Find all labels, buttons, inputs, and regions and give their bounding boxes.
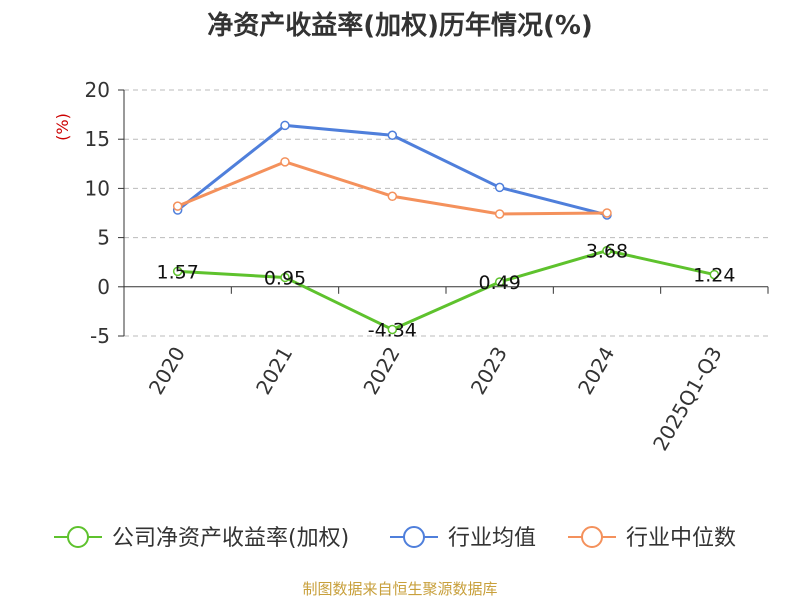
x-tick-label: 2023 bbox=[466, 342, 512, 398]
data-label: 1.24 bbox=[693, 265, 735, 287]
data-label: 1.57 bbox=[157, 261, 199, 283]
data-point bbox=[494, 209, 505, 219]
data-point bbox=[172, 266, 183, 277]
legend: 公司净资产收益率(加权) 行业均值 行业中位数 bbox=[54, 526, 736, 551]
series-line bbox=[177, 249, 715, 332]
legend-label: 行业均值 bbox=[448, 526, 536, 551]
axes bbox=[123, 90, 768, 336]
data-point bbox=[280, 120, 290, 131]
data-point bbox=[280, 157, 290, 167]
grid-lines bbox=[124, 89, 768, 337]
y-axis-ticks: 20 15 10 5 0 -5 bbox=[85, 78, 124, 348]
y-tick-label: 10 bbox=[85, 176, 110, 200]
y-tick-label: -5 bbox=[90, 324, 110, 348]
series-lines bbox=[172, 120, 720, 335]
data-point bbox=[602, 245, 612, 256]
data-point bbox=[172, 201, 183, 211]
data-point bbox=[387, 324, 398, 335]
y-tick-label: 15 bbox=[85, 127, 110, 151]
data-label: 0.95 bbox=[264, 267, 306, 289]
data-point bbox=[602, 208, 612, 218]
y-tick-label: 20 bbox=[85, 78, 110, 102]
y-tick-label: 5 bbox=[97, 226, 110, 250]
legend-label: 行业中位数 bbox=[626, 526, 736, 551]
y-tick-label: 0 bbox=[97, 275, 110, 299]
x-axis-ticks: 2020 2021 2022 2023 2024 2025Q1-Q3 bbox=[123, 286, 769, 455]
data-label: 3.68 bbox=[586, 241, 628, 263]
legend-marker bbox=[581, 526, 603, 548]
data-point bbox=[387, 130, 398, 141]
data-point bbox=[280, 272, 290, 283]
x-tick-label: 2020 bbox=[144, 343, 190, 399]
legend-label: 公司净资产收益率(加权) bbox=[112, 526, 349, 551]
x-tick-label: 2025Q1-Q3 bbox=[648, 343, 727, 455]
source-note: 制图数据来自恒生聚源数据库 bbox=[302, 580, 497, 598]
data-label: -4.34 bbox=[368, 320, 417, 342]
data-point bbox=[709, 269, 720, 280]
data-point bbox=[494, 277, 505, 287]
data-label: 0.49 bbox=[479, 272, 521, 294]
x-tick-label: 2022 bbox=[358, 343, 404, 399]
chart-title: 净资产收益率(加权)历年情况(%) bbox=[207, 10, 593, 41]
legend-marker bbox=[403, 526, 425, 548]
data-point bbox=[387, 191, 398, 202]
x-tick-label: 2021 bbox=[251, 343, 297, 399]
data-labels: 1.57 0.95 -4.34 0.49 3.68 1.24 bbox=[157, 241, 736, 342]
data-point bbox=[494, 182, 505, 193]
y-axis-label: (%) bbox=[53, 113, 72, 141]
legend-marker bbox=[67, 526, 89, 548]
x-tick-label: 2024 bbox=[573, 343, 619, 399]
